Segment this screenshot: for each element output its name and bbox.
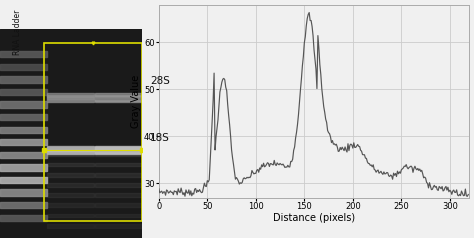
Y-axis label: Gray Value: Gray Value — [131, 74, 141, 128]
Bar — [47, 96, 94, 99]
Bar — [47, 149, 94, 151]
Bar — [95, 203, 142, 207]
Bar — [47, 93, 94, 96]
X-axis label: Distance (pixels): Distance (pixels) — [273, 213, 355, 223]
Bar — [95, 152, 142, 154]
Bar — [47, 146, 94, 148]
Bar — [0, 114, 47, 120]
Bar — [0, 164, 47, 171]
Bar — [0, 127, 47, 133]
Bar — [95, 96, 142, 99]
Bar — [0, 101, 47, 108]
Bar — [47, 153, 94, 156]
Bar — [47, 203, 94, 207]
Bar — [95, 183, 142, 187]
Bar — [95, 95, 142, 97]
Bar — [95, 150, 142, 153]
Bar — [47, 150, 94, 153]
Bar — [0, 152, 47, 158]
Bar — [0, 177, 47, 183]
Bar — [0, 64, 47, 70]
Bar — [95, 98, 142, 100]
Bar — [44, 43, 142, 221]
Bar — [0, 202, 47, 208]
Bar — [0, 51, 47, 57]
Bar — [0, 76, 47, 83]
Bar — [47, 147, 94, 150]
Bar — [95, 163, 142, 167]
Bar — [47, 173, 94, 177]
Bar — [47, 98, 94, 100]
Bar — [47, 183, 94, 187]
Bar — [47, 99, 94, 102]
Bar — [47, 152, 94, 154]
Bar — [95, 213, 142, 217]
Bar — [47, 213, 94, 217]
Text: 28S: 28S — [150, 76, 170, 86]
Bar — [95, 224, 142, 228]
Bar — [47, 224, 94, 228]
Bar — [95, 146, 142, 148]
Bar — [0, 189, 47, 196]
Bar — [0, 139, 47, 145]
Bar — [95, 193, 142, 197]
Bar — [0, 214, 47, 221]
Bar — [95, 93, 142, 96]
Text: RNA Ladder: RNA Ladder — [13, 10, 22, 55]
Bar — [95, 173, 142, 177]
Bar — [95, 147, 142, 150]
Bar — [0, 89, 47, 95]
Text: 18S: 18S — [150, 133, 170, 143]
Bar — [47, 163, 94, 167]
Bar — [95, 149, 142, 151]
Bar — [95, 153, 142, 156]
Bar — [95, 99, 142, 102]
Bar — [47, 95, 94, 97]
Bar — [47, 193, 94, 197]
